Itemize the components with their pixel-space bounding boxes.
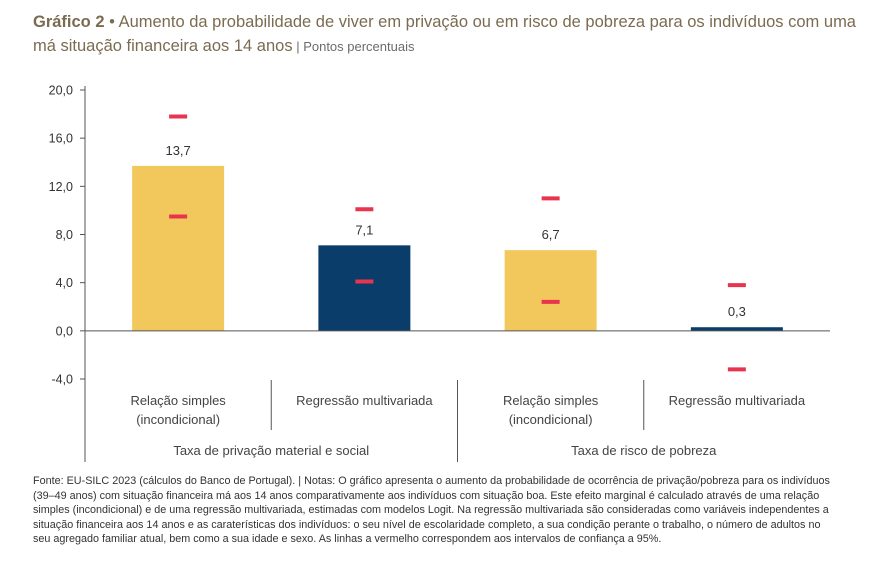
bar (504, 250, 597, 331)
bar (132, 165, 225, 331)
chart-title: Gráfico 2 • Aumento da probabilidade de … (33, 10, 873, 59)
chart-number: Gráfico 2 (33, 13, 105, 31)
y-tick-label: -4,0 (51, 373, 73, 387)
chart-unit: Pontos percentuais (303, 39, 415, 54)
category-label: Regressão multivariada (296, 393, 433, 408)
bar-value-label: 13,7 (165, 143, 190, 158)
group-label: Taxa de risco de pobreza (571, 443, 717, 458)
bar-value-label: 0,3 (728, 304, 746, 319)
title-text: Aumento da probabilidade de viver em pri… (33, 13, 856, 55)
y-tick-label: 4,0 (56, 276, 73, 290)
bar-value-label: 7,1 (355, 222, 373, 237)
title-separator: • (104, 13, 119, 31)
category-label: Relação simples (503, 393, 599, 408)
group-label: Taxa de privação material e social (173, 443, 369, 458)
y-tick-label: 8,0 (56, 228, 73, 242)
category-label-line2: (incondicional) (136, 412, 220, 427)
bar-value-label: 6,7 (542, 227, 560, 242)
category-label-line2: (incondicional) (509, 412, 593, 427)
category-label: Regressão multivariada (669, 393, 806, 408)
bar (318, 245, 411, 331)
bar (690, 327, 783, 331)
y-tick-label: 12,0 (49, 180, 73, 194)
unit-separator: | (292, 39, 304, 54)
category-label: Relação simples (130, 393, 226, 408)
y-tick-label: 16,0 (49, 132, 73, 146)
y-tick-label: 0,0 (56, 324, 73, 338)
chart-notes: Fonte: EU-SILC 2023 (cálculos do Banco d… (33, 475, 830, 546)
bar-chart: 20,0 16,0 12,0 8,0 4,0 0,0 -4,0 13,7 7,1 6,7 0,3 Re… (49, 84, 830, 462)
y-tick-label: 20,0 (49, 84, 73, 98)
